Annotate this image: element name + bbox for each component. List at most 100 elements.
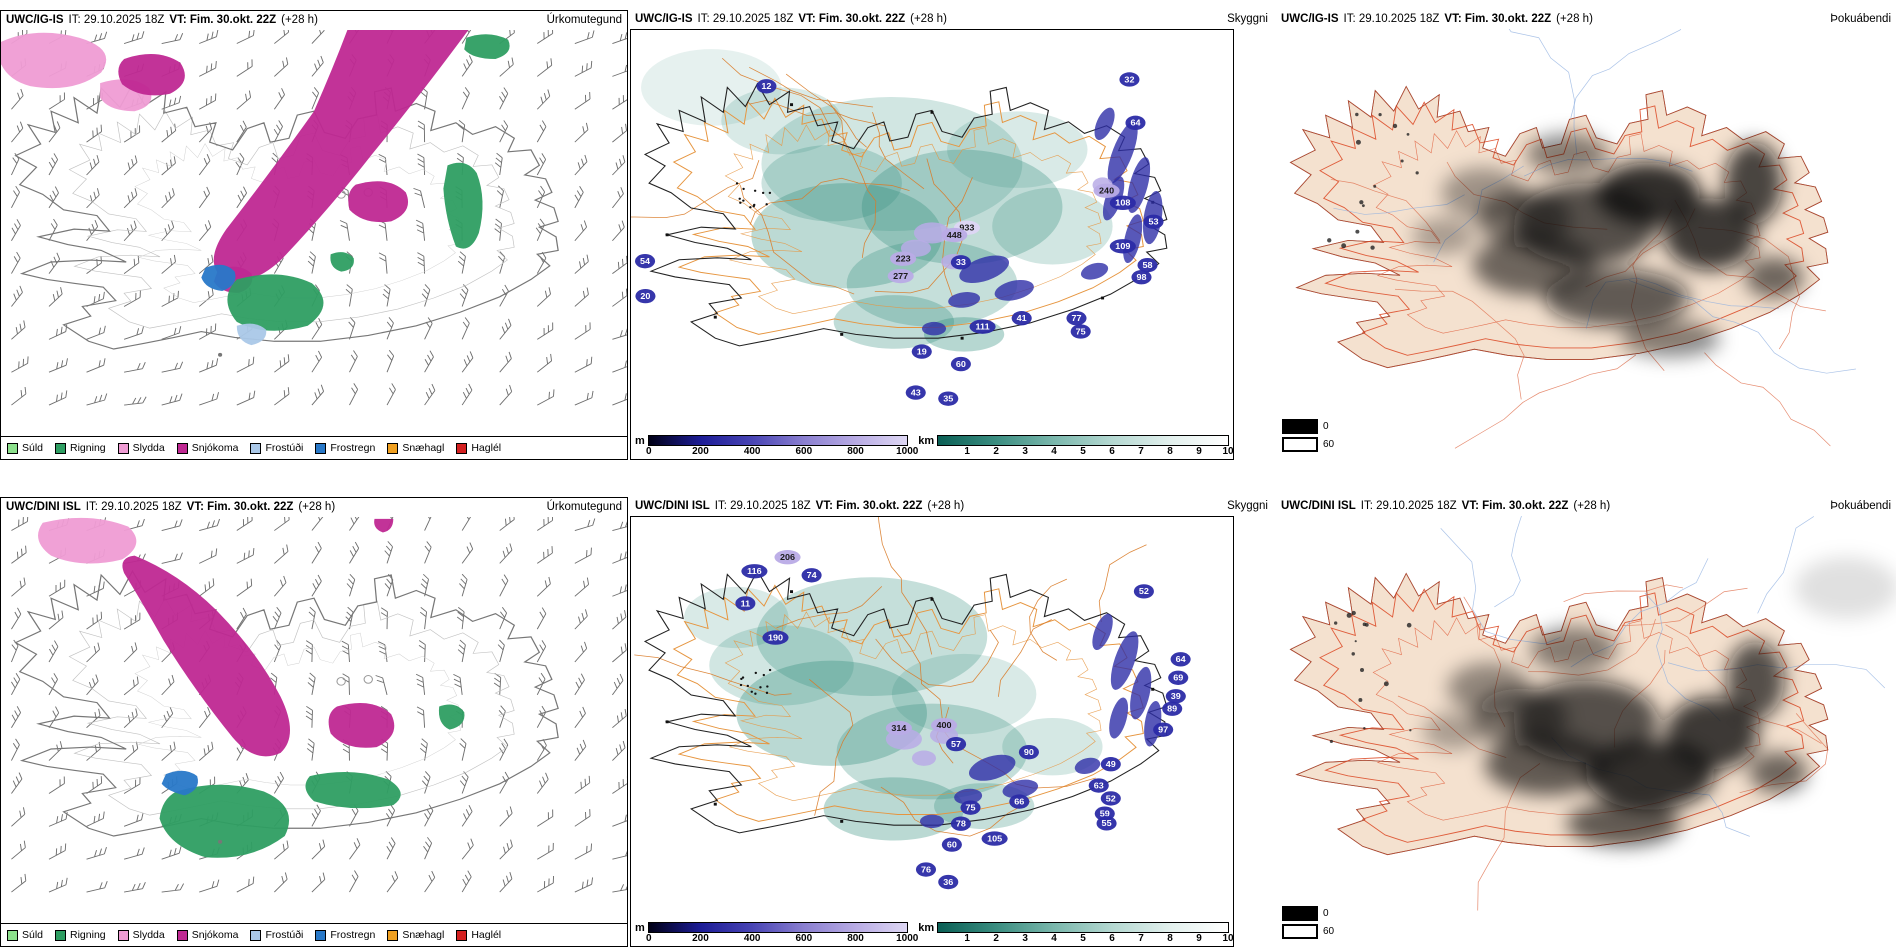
- vis-value-label: 78: [956, 819, 966, 829]
- scale-tick: 9: [1196, 933, 1202, 944]
- cloudbase-values: 206 116 74 11 190 314 400 57 90 52 64 69 39 89 97 49 63 6…: [735, 550, 1191, 890]
- vis-value-label: 20: [640, 291, 650, 301]
- scale-tick: 8: [1167, 933, 1173, 944]
- vis-value-label: 57: [951, 739, 961, 749]
- legend-swatch: [176, 929, 188, 941]
- scale-tick: 8: [1167, 446, 1173, 457]
- model-name: UWC/DINI ISL: [6, 501, 81, 513]
- precip-area-rigning: [330, 252, 354, 272]
- scale-tick: 800: [847, 933, 864, 944]
- visibility-wrap: UWC/DINI ISL IT: 29.10.2025 18Z VT: Fim.…: [630, 497, 1273, 947]
- vis-value-label: 52: [1139, 586, 1149, 596]
- fog-legend-value: 60: [1323, 926, 1335, 937]
- legend-item: Súld: [7, 442, 43, 454]
- vis-value-label: 75: [966, 803, 976, 813]
- visibility-scale: km 1 2 3 4 5 6 7 8 9 10: [918, 921, 1234, 944]
- fog-swatch-black: [1282, 906, 1318, 921]
- scale-tick: 3: [1022, 446, 1028, 457]
- vis-value-label: 58: [1142, 260, 1152, 270]
- legend-item: Slydda: [117, 442, 165, 454]
- wind-barbs: [10, 517, 627, 893]
- vis-value-label: 54: [640, 256, 650, 266]
- precip-legend: Súld Rigning Slydda Snjókoma Frostúði Fr…: [1, 436, 627, 459]
- wind-barbs: [11, 30, 627, 406]
- visibility-scale: km 1 2 3 4 5 6 7 8 9 10: [918, 434, 1234, 457]
- scale-tick: 600: [795, 446, 813, 457]
- lead-time: (+28 h): [927, 500, 965, 512]
- vis-value-label: 111: [976, 322, 990, 332]
- vis-value-label: 66: [1014, 797, 1024, 807]
- fog-shading: [1412, 133, 1803, 358]
- precip-area-snjokoma: [118, 54, 185, 96]
- fog-swatch-black: [1282, 419, 1318, 434]
- lead-time: (+28 h): [281, 14, 318, 26]
- vis-value-label: 59: [1100, 809, 1110, 819]
- fog-legend-value: 60: [1323, 439, 1335, 450]
- legend-item: Frostúði: [250, 442, 303, 454]
- vis-value-label: 60: [956, 359, 966, 369]
- precip-area-slydda: [1, 32, 107, 89]
- scale-tick: 6: [1109, 933, 1115, 944]
- panel-title: Skyggni: [1227, 13, 1268, 25]
- precip-frame: UWC/DINI ISL IT: 29.10.2025 18Z VT: Fim.…: [0, 497, 628, 947]
- legend-swatch: [456, 442, 468, 454]
- panel-precip-dini: UWC/DINI ISL IT: 29.10.2025 18Z VT: Fim.…: [0, 497, 628, 947]
- legend-item: Frostregn: [315, 442, 375, 454]
- vis-value-label: 90: [1024, 747, 1034, 757]
- fog-legend: 0 60: [1282, 906, 1334, 939]
- precip-frame: UWC/IG-IS IT: 29.10.2025 18Z VT: Fim. 30…: [0, 10, 628, 460]
- legend-item: Súld: [7, 929, 43, 941]
- init-time: IT: 29.10.2025 18Z: [1360, 500, 1457, 512]
- model-name: UWC/DINI ISL: [635, 500, 710, 512]
- legend-label: Snæhagl: [402, 929, 445, 941]
- vis-value-label: 108: [1115, 198, 1130, 208]
- scale-tick: 5: [1080, 446, 1086, 457]
- fog-legend-row: 60: [1282, 437, 1334, 452]
- precip-map-dini: [1, 517, 627, 923]
- init-time: IT: 29.10.2025 18Z: [697, 13, 794, 25]
- precip-area-rigning: [159, 784, 290, 858]
- legend-label: Haglél: [471, 929, 502, 941]
- fog-map-area: 0 60: [1276, 29, 1896, 460]
- init-time: IT: 29.10.2025 18Z: [1343, 13, 1440, 25]
- valid-time: VT: Fim. 30.okt. 22Z: [798, 13, 906, 25]
- vis-value-label: 11: [741, 598, 751, 608]
- precip-area-snjokoma: [213, 30, 469, 281]
- panel-title: Skyggni: [1227, 500, 1268, 512]
- panel-header: UWC/DINI ISL IT: 29.10.2025 18Z VT: Fim.…: [1, 498, 627, 517]
- vis-value-label: 76: [921, 865, 931, 875]
- precip-area-snjokoma: [328, 703, 395, 748]
- scale-tick: 1000: [896, 446, 919, 457]
- vis-value-label: 52: [1106, 793, 1116, 803]
- legend-swatch: [250, 442, 262, 454]
- vis-value-label: 19: [917, 347, 927, 357]
- legend-swatch: [117, 929, 129, 941]
- vis-value-label: 69: [1173, 673, 1183, 683]
- precip-legend: Súld Rigning Slydda Snjókoma Frostúði Fr…: [1, 923, 627, 946]
- legend-label: Frostúði: [265, 442, 304, 454]
- vis-value-label: 55: [1102, 818, 1112, 828]
- legend-label: Rigning: [70, 442, 106, 454]
- precip-area-frostudi: [236, 323, 267, 346]
- vis-value-label: 223: [896, 254, 911, 264]
- scale-tick: 4: [1051, 933, 1057, 944]
- vis-value-label: 64: [1176, 654, 1186, 664]
- cloudbase-scale: m 0 200 400 600 800 1000: [635, 434, 918, 457]
- scale-tick: 3: [1022, 933, 1028, 944]
- precip-area-snjokoma: [348, 181, 409, 223]
- scale-tick: 7: [1138, 933, 1144, 944]
- visibility-scales: m 0 200 400 600 800 1000 km 1 2 3 4 5 6 7 8 9 10: [631, 919, 1234, 946]
- vis-value-label: 314: [891, 723, 906, 733]
- init-time: IT: 29.10.2025 18Z: [85, 501, 182, 513]
- scale-tick: 7: [1138, 446, 1144, 457]
- legend-swatch: [55, 442, 67, 454]
- vis-value-label: 277: [893, 271, 908, 281]
- m-scale-bar: 0 200 400 600 800 1000: [646, 922, 918, 944]
- vis-value-label: 77: [1071, 313, 1081, 323]
- fog-legend-value: 0: [1323, 421, 1329, 432]
- precip-area-rigning: [227, 274, 324, 331]
- model-name: UWC/IG-IS: [6, 14, 64, 26]
- scale-tick: 200: [692, 446, 709, 457]
- vis-value-label: 64: [1130, 118, 1140, 128]
- legend-item: Haglél: [456, 442, 501, 454]
